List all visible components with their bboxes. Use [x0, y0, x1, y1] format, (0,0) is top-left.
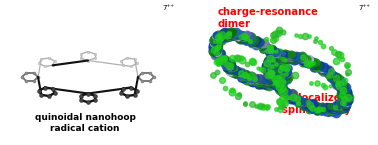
Text: 7⁺⁺: 7⁺⁺ — [162, 5, 174, 11]
Text: 7⁺⁺: 7⁺⁺ — [358, 5, 370, 11]
Text: charge-resonance
dimer: charge-resonance dimer — [218, 7, 319, 29]
Text: delocalized
spin density: delocalized spin density — [282, 93, 350, 115]
Text: quinoidal nanohoop
radical cation: quinoidal nanohoop radical cation — [34, 113, 135, 133]
